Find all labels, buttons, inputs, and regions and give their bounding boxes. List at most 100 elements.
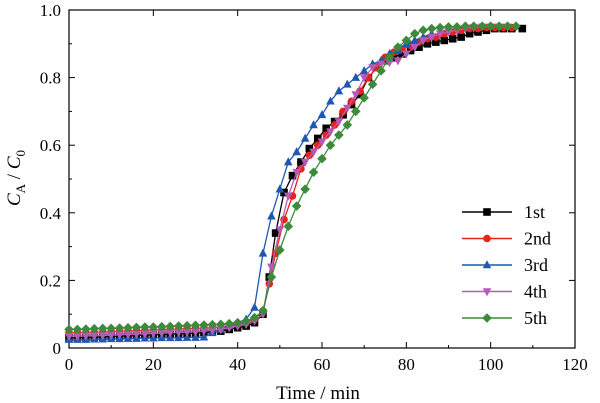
data-point xyxy=(469,21,479,32)
y-axis-label-sub2: 0 xyxy=(13,150,28,157)
y-axis-label-main2: C xyxy=(4,156,25,169)
data-point xyxy=(283,221,294,232)
x-tick-label: 60 xyxy=(314,355,331,374)
data-point xyxy=(443,22,454,32)
data-point xyxy=(376,60,386,69)
x-tick-label: 20 xyxy=(145,355,162,374)
y-tick-label: 0 xyxy=(53,339,62,358)
data-point xyxy=(280,188,288,197)
data-point xyxy=(317,153,327,164)
data-point xyxy=(98,332,108,341)
data-point xyxy=(174,329,183,338)
data-point xyxy=(182,320,192,331)
legend-label: 4th xyxy=(524,282,547,302)
data-point xyxy=(367,79,378,90)
data-point xyxy=(440,36,449,45)
data-point xyxy=(72,324,83,335)
y-tick-label: 0.4 xyxy=(40,204,62,223)
y-tick-label: 0.2 xyxy=(40,271,61,290)
data-point xyxy=(199,327,209,336)
data-point xyxy=(288,171,297,180)
data-point xyxy=(322,131,331,139)
legend-item-4: 4th xyxy=(462,282,547,302)
data-point xyxy=(410,43,420,52)
y-tick-label: 0.8 xyxy=(40,69,61,88)
data-point xyxy=(165,329,175,338)
data-point xyxy=(300,184,310,194)
data-point xyxy=(173,321,184,331)
data-point xyxy=(216,319,226,330)
legend-marker xyxy=(482,313,492,323)
data-point xyxy=(435,30,445,39)
data-point xyxy=(376,66,386,76)
data-point xyxy=(81,332,91,341)
data-point xyxy=(398,50,406,58)
x-tick-label: 40 xyxy=(229,355,246,374)
data-point xyxy=(435,22,445,33)
data-point xyxy=(297,158,305,166)
data-point xyxy=(322,124,331,133)
data-point xyxy=(156,321,167,332)
data-point xyxy=(258,306,268,316)
data-point xyxy=(334,118,344,127)
data-point xyxy=(291,201,302,211)
data-point xyxy=(313,134,322,143)
data-point xyxy=(131,322,142,333)
data-point xyxy=(305,151,314,160)
series-layer xyxy=(64,21,527,343)
data-point xyxy=(326,128,335,137)
data-point xyxy=(401,35,412,46)
data-point xyxy=(157,329,167,338)
data-point xyxy=(165,321,175,332)
x-tick-label: 100 xyxy=(478,355,504,374)
data-point xyxy=(393,42,403,52)
data-point xyxy=(494,21,504,32)
y-tick-label: 1.0 xyxy=(40,1,61,20)
data-point xyxy=(342,120,353,130)
legend-item-1: 1st xyxy=(462,202,545,222)
data-point xyxy=(415,43,423,51)
data-point xyxy=(182,328,192,337)
legend-label: 3rd xyxy=(524,255,548,275)
data-point xyxy=(89,323,100,334)
data-point xyxy=(241,316,251,326)
data-point xyxy=(409,28,420,39)
data-point xyxy=(64,324,74,335)
data-point xyxy=(457,33,465,41)
data-point xyxy=(326,96,335,105)
data-point xyxy=(114,323,125,333)
series-4 xyxy=(64,23,512,341)
data-point xyxy=(250,302,259,311)
legend: 1st 2nd 3rd 4th 5th xyxy=(462,202,551,328)
data-point xyxy=(132,330,141,339)
data-point xyxy=(275,226,285,235)
legend-marker xyxy=(483,234,491,243)
data-point xyxy=(191,332,200,341)
data-point xyxy=(432,38,440,46)
data-point xyxy=(73,332,82,341)
y-axis-label-main: C xyxy=(4,193,25,206)
data-point xyxy=(448,34,457,43)
data-point xyxy=(292,147,301,156)
data-point xyxy=(317,109,327,119)
series-5 xyxy=(64,21,521,335)
x-tick-label: 80 xyxy=(398,355,415,374)
legend-label: 1st xyxy=(524,202,545,222)
data-point xyxy=(460,21,471,32)
series-line xyxy=(69,27,523,339)
data-point xyxy=(334,130,344,140)
data-point xyxy=(123,322,133,333)
data-point xyxy=(511,21,521,32)
series-line xyxy=(69,33,432,341)
data-point xyxy=(258,248,268,257)
series-1 xyxy=(65,24,527,342)
legend-item-5: 5th xyxy=(462,308,547,328)
data-point xyxy=(90,332,99,341)
data-point xyxy=(309,148,318,157)
data-point xyxy=(232,317,243,328)
data-point xyxy=(106,323,116,334)
data-point xyxy=(343,104,352,113)
data-point xyxy=(271,229,280,237)
axes-frame: 0 20 40 60 80 100 120 0 0.2 0.4 0.6 0.8 1.0 xyxy=(40,1,588,374)
data-point xyxy=(208,327,217,336)
